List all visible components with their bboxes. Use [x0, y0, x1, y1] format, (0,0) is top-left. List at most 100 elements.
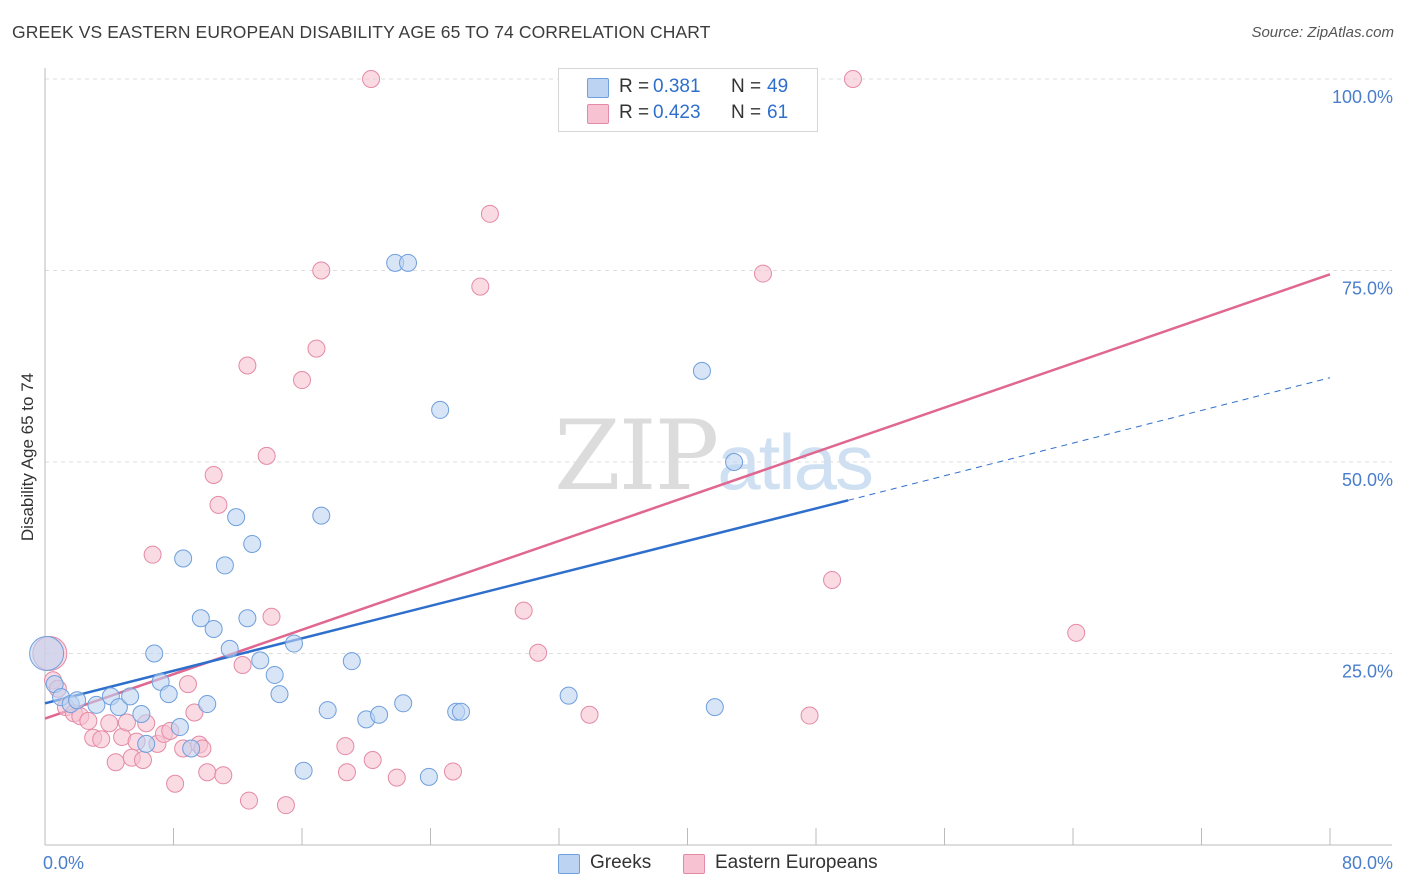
x-tick-label-80: 80.0%	[1342, 853, 1393, 873]
greeks-point	[174, 549, 193, 568]
eastern-europeans-point	[480, 204, 499, 223]
eastern-europeans-point	[753, 264, 772, 283]
eastern-europeans-point	[800, 706, 819, 725]
legend-label: Eastern Europeans	[715, 852, 878, 873]
eastern-europeans-point	[293, 371, 311, 390]
eastern-europeans-point	[257, 446, 276, 465]
greeks-point	[29, 636, 65, 671]
x-tick-label-0: 0.0%	[43, 853, 84, 873]
greeks-point	[294, 761, 313, 780]
greeks-point	[419, 767, 438, 786]
eastern-europeans-point	[239, 791, 258, 810]
eastern-europeans-point	[1067, 623, 1086, 642]
axes	[44, 68, 1392, 846]
eastern-europeans-point	[363, 750, 382, 769]
greeks-point	[204, 619, 223, 638]
greeks-point	[121, 687, 140, 706]
y-tick-label-100: 100.0%	[1332, 87, 1393, 107]
eastern-europeans-point	[336, 737, 355, 756]
greeks-point	[68, 691, 87, 710]
watermark-zip: ZIP	[554, 400, 719, 512]
eastern-europeans-point	[178, 675, 197, 694]
trend-lines	[44, 273, 1331, 720]
greeks-point	[312, 506, 331, 525]
eastern-europeans-point	[514, 601, 533, 620]
greeks-point	[394, 694, 413, 713]
eastern-europeans-point	[79, 711, 98, 730]
eastern-europeans-point	[262, 607, 281, 626]
greeks-point	[692, 361, 711, 380]
legend-label: Greeks	[590, 852, 652, 873]
greeks-point	[431, 400, 450, 419]
n-label: N =	[731, 102, 762, 123]
eastern-europeans-point	[843, 70, 862, 88]
eastern-europeans-point	[100, 714, 119, 733]
eastern-europeans-point	[238, 356, 257, 375]
eastern-europeans-point	[92, 730, 111, 749]
eastern-europeans-point	[166, 774, 185, 793]
greeks-swatch	[587, 78, 609, 98]
greeks-point	[251, 651, 270, 670]
eastern-europeans-point	[443, 762, 462, 781]
eastern-europeans-point	[204, 466, 223, 485]
eastern-europeans-point	[185, 703, 204, 722]
eastern-europeans-point	[387, 768, 406, 787]
greeks-point	[215, 556, 234, 575]
greeks-point	[198, 695, 217, 714]
eastern-europeans-point	[307, 339, 326, 358]
y-tick-label-75: 75.0%	[1342, 279, 1393, 299]
eastern-europeans-point	[529, 643, 548, 662]
eastern-europeans-swatch	[587, 104, 609, 124]
eastern-europeans-point	[133, 750, 152, 769]
eastern-europeans-point	[214, 766, 233, 785]
eastern-europeans-point	[233, 655, 252, 674]
eastern-europeans-point	[580, 705, 599, 724]
greeks-point	[145, 644, 164, 663]
greeks-trend-line	[44, 499, 849, 705]
greeks-point	[170, 718, 189, 737]
greeks-point	[265, 665, 284, 684]
y-tick-label-25: 25.0%	[1342, 662, 1393, 682]
greeks-point	[370, 705, 389, 724]
greeks-point	[220, 639, 239, 658]
n-label: N =	[731, 76, 762, 97]
correlation-legend: R = 0.381 N = 49 R = 0.423 N = 61	[558, 68, 818, 132]
eastern-europeans-point	[471, 277, 490, 296]
greeks-point	[270, 685, 289, 704]
tick-labels: 100.0% 75.0% 50.0% 25.0% 0.0% 80.0%	[43, 87, 1393, 873]
r-value: 0.381	[653, 76, 701, 97]
greeks-point	[159, 685, 178, 704]
eastern-europeans-point	[117, 713, 136, 732]
r-label: R =	[619, 102, 650, 123]
n-value: 61	[767, 102, 789, 123]
greeks-point	[452, 702, 471, 721]
greeks-point	[705, 698, 724, 717]
greeks-point	[318, 701, 337, 720]
greeks-point	[559, 686, 578, 705]
greeks-trend-extension	[848, 377, 1331, 501]
eastern-europeans-point	[143, 545, 162, 564]
y-tick-label-50: 50.0%	[1342, 470, 1393, 490]
greeks-point	[137, 734, 156, 753]
eastern-europeans-point	[276, 796, 295, 815]
greeks-point	[342, 652, 361, 671]
r-value: 0.423	[653, 102, 701, 123]
chart-title: GREEK VS EASTERN EUROPEAN DISABILITY AGE…	[12, 22, 711, 42]
greeks-point	[182, 739, 201, 758]
eastern-europeans-swatch	[683, 854, 705, 874]
greeks-point	[227, 508, 246, 527]
n-value: 49	[767, 76, 789, 97]
greeks-point	[109, 698, 128, 717]
greeks-point	[87, 695, 106, 714]
greeks-point	[238, 609, 257, 628]
eastern-europeans-trend-line	[44, 273, 1331, 720]
eastern-europeans-point	[823, 570, 842, 589]
greeks-point	[191, 609, 210, 628]
data-points	[29, 70, 1086, 815]
eastern-europeans-point	[106, 753, 125, 772]
eastern-europeans-point	[362, 70, 381, 88]
eastern-europeans-point	[312, 261, 331, 280]
greeks-swatch	[558, 854, 580, 874]
greeks-point	[284, 634, 303, 653]
